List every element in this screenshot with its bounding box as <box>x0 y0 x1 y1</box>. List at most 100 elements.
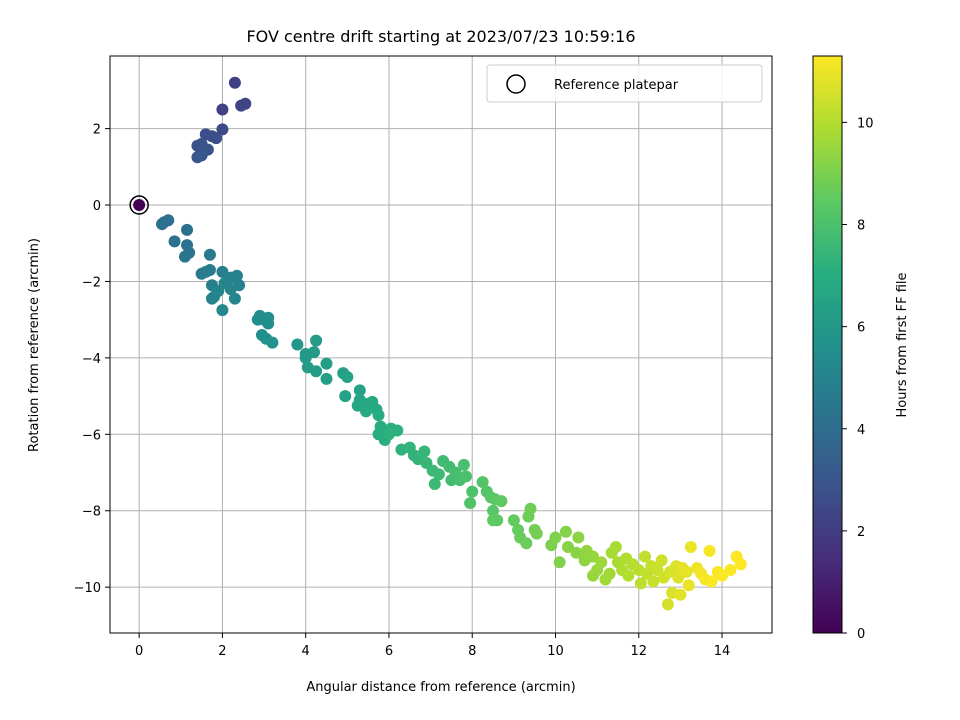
legend: Reference platepar <box>486 64 763 103</box>
data-point <box>216 123 229 136</box>
data-points <box>129 76 747 611</box>
data-point <box>206 292 219 305</box>
data-point <box>203 263 216 276</box>
data-point <box>639 550 652 563</box>
data-point <box>609 541 622 554</box>
colorbar-label: Hours from first FF file <box>895 272 910 417</box>
data-point <box>622 569 635 582</box>
data-point <box>251 313 264 326</box>
data-point <box>655 554 668 567</box>
plot-frame <box>109 55 773 634</box>
data-point <box>291 338 304 351</box>
data-point <box>428 477 441 490</box>
data-point <box>195 149 208 162</box>
y-tick-label: −6 <box>82 428 101 443</box>
data-point <box>734 558 747 571</box>
data-point <box>262 311 275 324</box>
data-point <box>524 502 537 515</box>
data-point <box>432 468 445 481</box>
data-point <box>661 598 674 611</box>
x-tick-label: 2 <box>218 644 226 659</box>
data-point <box>299 351 312 364</box>
data-point <box>595 556 608 569</box>
data-point <box>360 405 373 418</box>
y-axis-ticks: −10 −8 −6 −4 −2 0 2 <box>74 123 110 596</box>
colorbar-gradient <box>812 55 843 634</box>
data-point <box>206 130 219 143</box>
data-point <box>553 556 566 569</box>
data-point <box>559 525 572 538</box>
data-point <box>320 372 333 385</box>
data-point <box>680 565 693 578</box>
data-point <box>682 579 695 592</box>
data-point <box>495 495 508 508</box>
data-point <box>572 531 585 544</box>
data-point <box>724 563 737 576</box>
x-axis-ticks: 0 2 4 6 8 10 12 14 <box>135 633 730 659</box>
colorbar-ticks: 0 2 4 6 8 10 <box>842 116 874 642</box>
data-point <box>320 357 333 370</box>
data-point <box>507 514 520 527</box>
colorbar: 0 2 4 6 8 10 Hours from first FF file <box>812 55 910 642</box>
data-point <box>570 546 583 559</box>
data-point <box>466 485 479 498</box>
data-point <box>168 235 181 248</box>
x-axis-label: Angular distance from reference (arcmin) <box>306 680 575 695</box>
data-point <box>218 277 231 290</box>
chart-title: FOV centre drift starting at 2023/07/23 … <box>246 27 635 46</box>
data-point <box>178 250 191 263</box>
legend-marker-reference <box>506 74 526 94</box>
data-point <box>459 470 472 483</box>
colorbar-tick-label: 0 <box>857 627 865 642</box>
data-point <box>674 588 687 601</box>
y-axis-label: Rotation from reference (arcmin) <box>27 238 42 452</box>
data-point <box>520 537 533 550</box>
data-point <box>372 409 385 422</box>
data-point <box>703 544 716 557</box>
y-tick-label: −10 <box>74 581 101 596</box>
legend-label-reference: Reference platepar <box>554 78 679 93</box>
colorbar-tick-label: 10 <box>857 116 874 131</box>
data-point <box>418 445 431 458</box>
data-point <box>228 76 241 89</box>
x-tick-label: 12 <box>630 644 647 659</box>
data-point <box>228 292 241 305</box>
data-point <box>216 304 229 317</box>
data-point <box>310 334 323 347</box>
data-point <box>310 365 323 378</box>
data-point <box>487 514 500 527</box>
data-point <box>339 390 352 403</box>
x-tick-label: 4 <box>302 644 310 659</box>
x-tick-label: 6 <box>385 644 393 659</box>
data-point <box>230 269 243 282</box>
y-tick-label: 0 <box>93 199 101 214</box>
data-point <box>156 218 169 231</box>
colorbar-tick-label: 4 <box>857 423 865 438</box>
colorbar-tick-label: 2 <box>857 525 865 540</box>
data-point <box>684 541 697 554</box>
data-point <box>239 97 252 110</box>
data-point <box>341 370 354 383</box>
data-point <box>634 577 647 590</box>
data-point <box>216 103 229 116</box>
data-point <box>705 575 718 588</box>
data-point <box>266 336 279 349</box>
data-point <box>457 458 470 471</box>
data-point <box>382 428 395 441</box>
gridlines <box>110 56 772 633</box>
y-tick-label: −8 <box>82 505 101 520</box>
reference-platepar-marker <box>129 195 149 215</box>
legend-box <box>486 64 763 103</box>
data-point <box>530 527 543 540</box>
data-point <box>647 575 660 588</box>
x-tick-label: 8 <box>468 644 476 659</box>
data-point <box>476 476 489 489</box>
data-point <box>464 497 477 510</box>
data-point <box>181 223 194 236</box>
y-tick-label: −2 <box>82 275 101 290</box>
colorbar-tick-label: 8 <box>857 219 865 234</box>
data-point <box>133 199 146 212</box>
x-tick-label: 14 <box>714 644 731 659</box>
data-point <box>353 384 366 397</box>
